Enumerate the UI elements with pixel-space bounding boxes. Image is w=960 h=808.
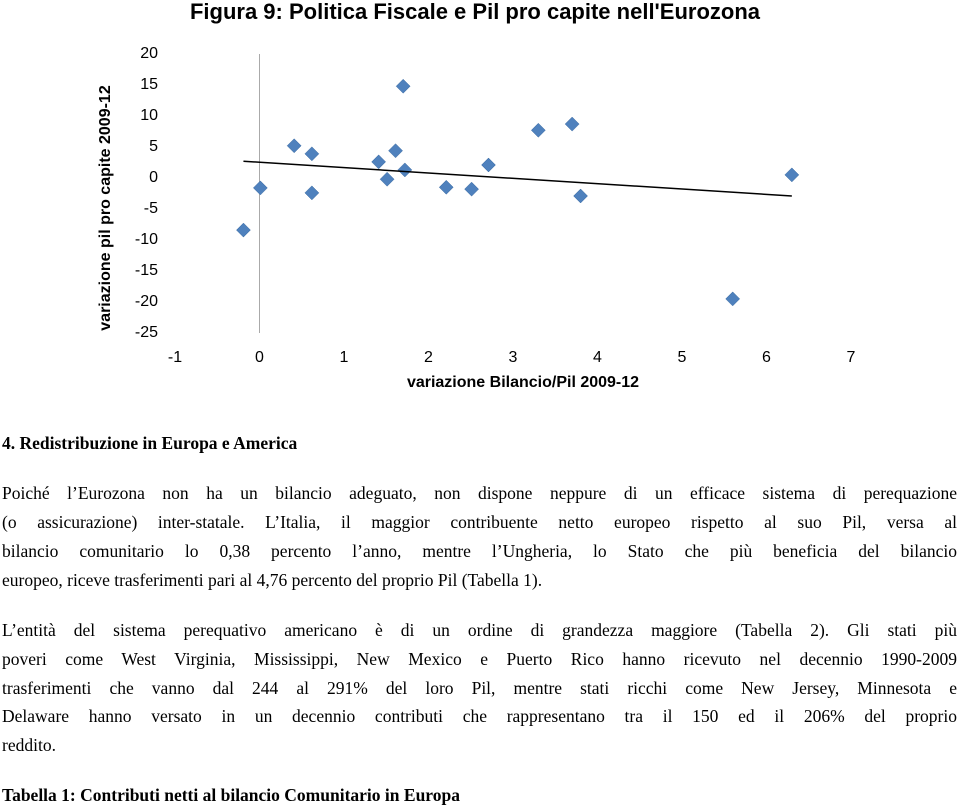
point [397,162,413,178]
point [725,291,741,307]
table-title: Tabella 1: Contributi netti al bilancio … [2,785,460,805]
point [388,143,403,159]
paragraph-line: (o assicurazione) inter-statale. L’Itali… [2,512,957,532]
y-tick-label: -15 [135,262,158,279]
x-tick-label: 3 [509,349,518,366]
section-heading: 4. Redistribuzione in Europa e America [2,433,298,453]
point [395,78,411,94]
point [464,181,479,197]
x-axis-label: variazione Bilancio/Pil 2009-12 [407,374,639,391]
paragraph-line: reddito. [2,735,56,755]
x-tick-label: 1 [340,349,349,366]
point [286,138,302,154]
point [304,185,320,201]
y-tick-label: 10 [140,107,158,124]
point [530,122,546,138]
y-tick-label: 15 [140,76,158,93]
x-tick-label: 4 [593,349,602,366]
paragraph-line: Poiché l’Eurozona non ha un bilancio ade… [2,483,957,503]
x-tick-label: 5 [678,349,687,366]
point [236,222,251,238]
point [371,154,386,170]
point [438,179,454,195]
paragraph-line: europeo, riceve trasferimenti pari al 4,… [2,570,543,590]
chart-title: Figura 9: Politica Fiscale e Pil pro cap… [190,0,761,24]
paragraph-line: Delaware hanno versato in un decennio co… [2,706,957,727]
y-tick-label: -20 [135,293,158,310]
x-tick-label: -1 [168,349,182,366]
y-tick-label: 5 [149,138,158,155]
point [304,146,320,162]
y-tick-label: -25 [135,324,158,341]
trendline [243,160,792,197]
y-tick-label: -5 [144,200,158,217]
paragraph-line: bilancio comunitario lo 0,38 percento l’… [2,541,957,561]
point [252,180,268,196]
point [564,116,580,132]
y-tick-label: 0 [149,169,158,186]
x-tick-label: 6 [762,349,771,366]
x-tick-label: 2 [424,349,433,366]
paragraph-line: poveri come West Virginia, Mississippi, … [2,648,957,669]
paragraph-line: L’entità del sistema perequativo america… [2,620,957,640]
paragraph-line: trasferimenti che vanno dal 244 al 291% … [2,677,957,698]
x-tick-label: 0 [255,349,264,366]
y-tick-label: -10 [135,231,158,248]
y-axis-label: variazione pil pro capite 2009-12 [97,85,114,331]
point [784,167,800,183]
point [573,188,588,204]
chart: Figura 9: Politica Fiscale e Pil pro cap… [97,0,856,391]
x-tick-label: 7 [847,349,856,366]
point [379,171,395,187]
y-tick-label: 20 [140,45,158,62]
point [481,157,496,173]
